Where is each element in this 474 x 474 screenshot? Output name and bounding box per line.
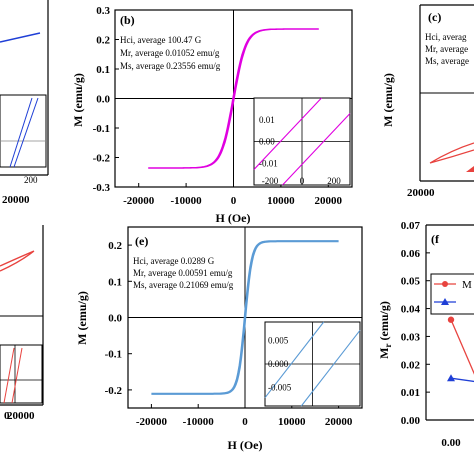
panel-c-x-tick-label: 20000 [407, 187, 435, 199]
panel-c-annotation-hci: Hci, averag [425, 32, 467, 42]
x-tick-label: -10000 [183, 416, 215, 428]
inset-y-tick-label: -0.01 [259, 158, 278, 168]
y-tick-label: 0.0 [96, 94, 110, 106]
y-tick-label: 0.03 [401, 331, 421, 343]
data-point [447, 316, 455, 323]
panel-c-y-axis-label: M (emu/g) [381, 73, 395, 127]
panel-f-legend-marker-1 [442, 281, 448, 287]
x-tick-label: 20000 [315, 195, 343, 207]
panel-e-label: (e) [135, 234, 148, 248]
y-tick-label: 0.1 [108, 276, 122, 288]
y-tick-label: 0.0 [108, 313, 122, 325]
x-tick-label: -10000 [171, 195, 203, 207]
panel-d-inset-series-2 [3, 347, 15, 404]
panel-b-annotation-mr: Mr, average 0.01052 emu/g [120, 48, 220, 58]
inset-y-tick-label: -0.005 [268, 382, 292, 392]
panel-f-label: (f [431, 232, 440, 246]
y-tick-label: 0.2 [96, 35, 110, 47]
panel-a-series-line [0, 32, 41, 43]
y-tick-label: 0.1 [96, 64, 110, 76]
panel-f-legend-frame [430, 273, 474, 315]
panel-a-inset-frame [0, 94, 47, 168]
inset-y-tick-label: 0.01 [259, 115, 275, 125]
panel-c-series-loop [429, 142, 474, 164]
y-tick-label: -0.2 [105, 385, 123, 397]
inset-y-tick-label: 0.005 [268, 336, 289, 346]
panel-d-series-loop [0, 250, 35, 272]
x-tick-label: 0 [242, 416, 248, 428]
panel-e: -20000 -10000 0 10000 20000 -0.2 -0.1 0.0 0.1 0.2… [75, 226, 363, 452]
panel-a-inset-series-1 [9, 97, 33, 168]
panel-f-y-axis-label-unit: (emu/g) [377, 301, 391, 343]
inset-branch-1 [300, 329, 361, 407]
y-tick-label: 0.2 [108, 240, 122, 252]
inset-branch-1 [282, 113, 351, 186]
y-tick-label: -0.1 [105, 349, 122, 361]
panel-a-x-tick-label: 20000 [2, 194, 30, 206]
panel-a: 200 20000 [0, 0, 49, 206]
panel-c-annotation-ms: Ms, average [425, 56, 469, 66]
panel-c-annotation-mr: Mr, average [425, 44, 468, 54]
panel-f-y-axis-label-main: M [377, 348, 391, 359]
panel-e-annotation-ms: Ms, average 0.21069 emu/g [133, 280, 234, 290]
y-tick-label: 0.00 [401, 415, 421, 427]
panel-e-annotation-mr: Mr, average 0.00591 emu/g [133, 268, 233, 278]
x-tick-label: -20000 [123, 195, 155, 207]
panel-e-annotation-hci: Hci, average 0.0289 G [133, 256, 215, 266]
panel-b-y-axis-label: M (emu/g) [71, 73, 85, 127]
panel-b-x-axis-label: H (Oe) [216, 211, 251, 225]
panel-f-x-tick-label: 0.00 [441, 437, 461, 449]
panel-c: (c) Hci, averag Mr, average Ms, average … [381, 4, 474, 199]
series-line-1 [450, 319, 474, 375]
inset-x-tick-label: 0 [300, 176, 305, 186]
y-tick-label: 0.05 [401, 276, 421, 288]
x-tick-label: 0 [231, 195, 237, 207]
y-tick-label: 0.02 [401, 359, 421, 371]
y-tick-label: 0.07 [401, 220, 421, 232]
inset-y-tick-label: 0.00 [259, 137, 275, 147]
y-tick-label: -0.3 [93, 182, 111, 194]
panel-e-hysteresis-loop [151, 240, 339, 395]
inset-x-tick-label: -200 [262, 176, 279, 186]
panel-d: 0 20000 [0, 225, 44, 422]
panel-f-y-axis-label-sub: r [383, 344, 393, 348]
y-tick-label: 0.3 [96, 5, 110, 17]
inset-x-tick-label: 200 [327, 176, 341, 186]
panel-a-inset-tick-label: 200 [24, 175, 38, 185]
panel-f-legend-marker-2 [441, 298, 449, 305]
panel-d-x-tick-label-20000: 20000 [7, 410, 35, 422]
inset-branch-2 [253, 97, 322, 170]
panel-a-inset-series-2 [13, 97, 39, 168]
series-line-2 [450, 377, 474, 383]
x-tick-label: -20000 [136, 416, 168, 428]
y-tick-label: 0.01 [401, 387, 420, 399]
panel-b-label: (b) [120, 13, 135, 27]
panel-b-hysteresis-loop [148, 28, 319, 169]
y-tick-label: -0.1 [93, 123, 110, 135]
panel-d-x-tick-label-0: 0 [4, 410, 10, 422]
x-tick-label: 10000 [267, 195, 295, 207]
x-tick-label: 10000 [278, 416, 306, 428]
y-tick-label: -0.2 [93, 153, 111, 165]
inset-branch-2 [264, 321, 325, 399]
panel-f-legend-label-1: M [462, 279, 472, 291]
y-tick-label: 0.06 [401, 248, 421, 260]
y-tick-label: 0.04 [401, 304, 421, 316]
x-tick-label: 20000 [325, 416, 353, 428]
panel-b-annotation-hci: Hci, average 100.47 G [120, 35, 202, 45]
panel-e-x-axis-label: H (Oe) [228, 438, 263, 452]
panel-b-annotation-ms: Ms, average 0.23556 emu/g [120, 61, 221, 71]
panel-e-y-axis-label: M (emu/g) [75, 291, 89, 345]
panel-f: 0.00 0.01 0.02 0.03 0.04 0.05 0.06 0.07 M (f Mr… [377, 220, 474, 449]
data-point [447, 374, 455, 382]
inset-y-tick-label: 0.000 [268, 359, 289, 369]
panel-c-inset-hint [466, 166, 474, 172]
panel-d-inset-series-1 [11, 347, 23, 404]
panel-f-y-axis-label: Mr (emu/g) [377, 301, 393, 359]
panel-c-label: (c) [428, 10, 441, 24]
panel-b: -20000 -10000 0 10000 20000 -0.3 -0.2 -0.1 0.0 0.… [71, 5, 353, 225]
